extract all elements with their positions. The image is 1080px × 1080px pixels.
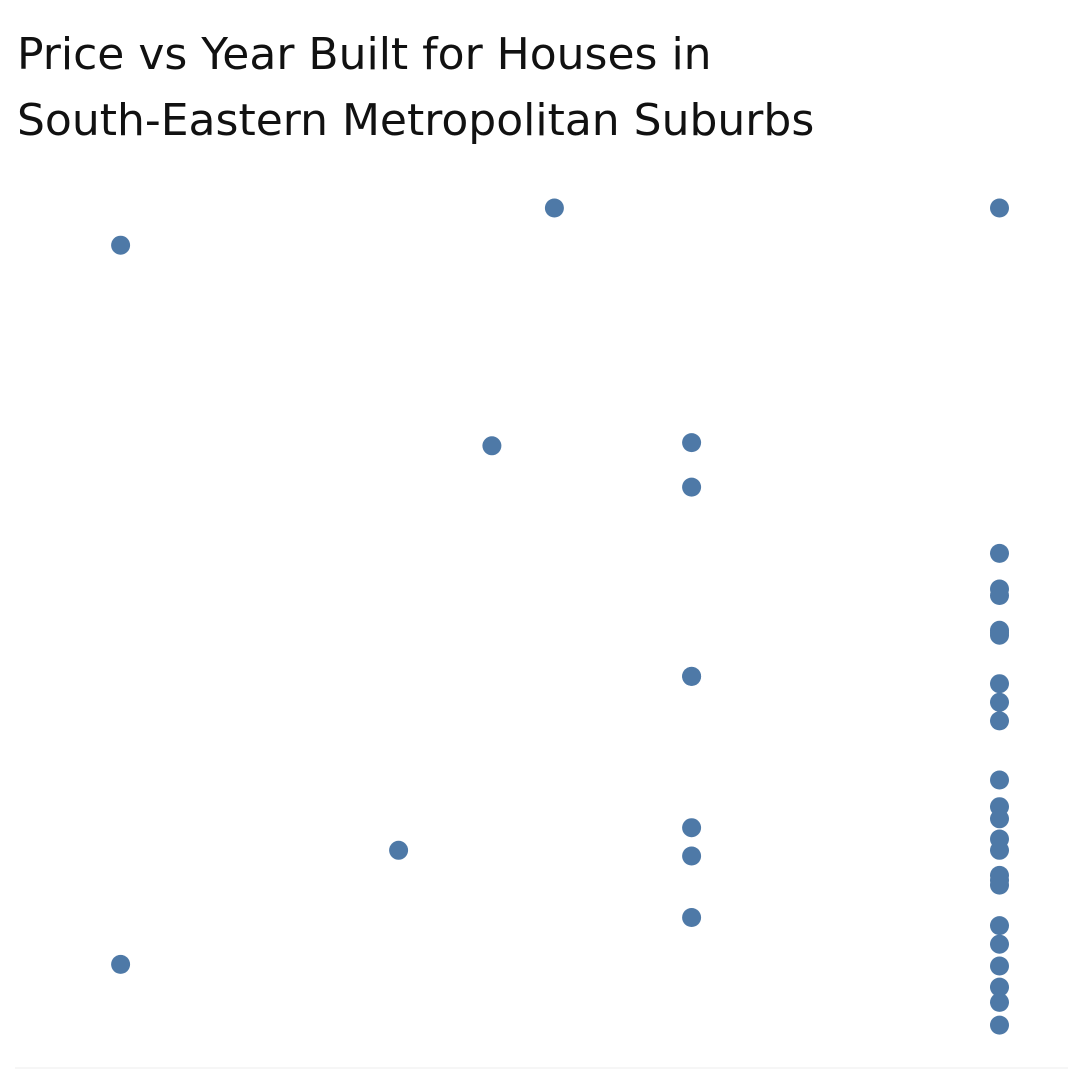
data-points <box>111 198 1009 1035</box>
data-point <box>111 954 131 974</box>
data-point <box>990 1015 1009 1035</box>
data-point <box>990 586 1009 605</box>
chart-title-line-2: South-Eastern Metropolitan Suburbs <box>17 95 815 146</box>
chart-title-line-1: Price vs Year Built for Houses in <box>17 29 712 80</box>
data-point <box>682 908 702 927</box>
data-point <box>990 916 1009 936</box>
data-point <box>682 818 702 838</box>
data-point <box>389 840 409 860</box>
data-point <box>682 666 702 686</box>
data-point <box>990 692 1009 712</box>
data-point <box>544 198 564 218</box>
data-point <box>111 235 131 255</box>
data-point <box>990 674 1009 694</box>
data-point <box>990 992 1009 1012</box>
data-point <box>990 198 1009 218</box>
data-point <box>990 770 1009 790</box>
data-point <box>990 543 1009 563</box>
data-point <box>682 433 702 453</box>
data-point <box>990 870 1009 890</box>
data-point <box>990 809 1009 829</box>
data-point <box>990 977 1009 997</box>
chart-title: Price vs Year Built for Houses in South-… <box>17 22 1057 154</box>
data-point <box>482 436 502 456</box>
data-point <box>682 846 702 866</box>
data-point <box>990 829 1009 849</box>
data-point <box>990 623 1009 643</box>
data-point <box>990 956 1009 976</box>
data-point <box>990 934 1009 954</box>
data-point <box>682 477 702 497</box>
data-point <box>990 711 1009 731</box>
